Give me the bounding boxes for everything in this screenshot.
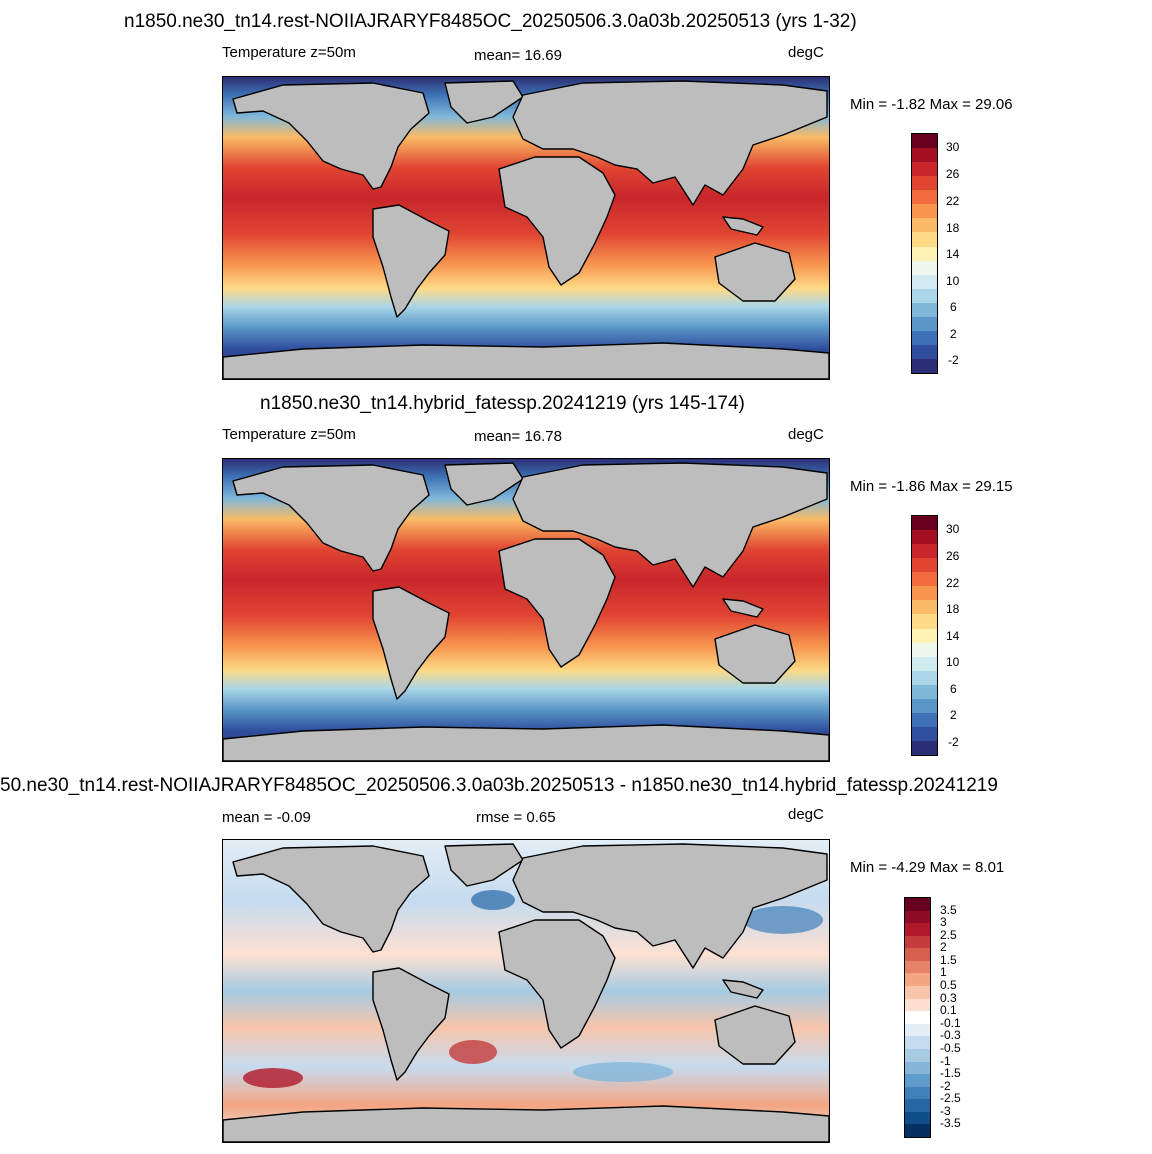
panel-1-colorbar [911, 133, 938, 374]
land-indonesia [722, 598, 764, 618]
land-eurasia [512, 462, 828, 588]
panel-3-tick: -0.1 [940, 1015, 961, 1030]
panel-3-minmax: Min = -4.29 Max = 8.01 [850, 859, 1005, 876]
panel-1-tick: 30 [946, 140, 960, 154]
land-africa [498, 538, 616, 668]
panel-3-tick: -1 [940, 1053, 951, 1068]
land-australia [714, 1005, 796, 1065]
land-north-america [232, 82, 430, 190]
panel-1-tick: 26 [946, 167, 960, 181]
panel-1-minmax: Min = -1.82 Max = 29.06 [850, 96, 1013, 113]
panel-3-tick: 1 [940, 965, 947, 980]
panel-2-map [222, 458, 830, 762]
panel-1-map [222, 76, 830, 380]
panel-2-mean-label: mean= 16.78 [474, 428, 562, 445]
panel-2-tick: 10 [946, 655, 960, 669]
panel-1-tick: 2 [950, 327, 957, 341]
land-greenland [444, 80, 524, 124]
land-south-america [372, 586, 450, 700]
panel-2-variable-label: Temperature z=50m [222, 426, 356, 443]
land-indonesia [722, 979, 764, 999]
panel-1-mean-label: mean= 16.69 [474, 47, 562, 64]
panel-3-tick: 2.5 [940, 927, 957, 942]
panel-3-tick: 0.3 [940, 990, 957, 1005]
panel-3-map-svg [223, 840, 829, 1142]
panel-3-tick: -1.5 [940, 1066, 961, 1081]
panel-1-title: n1850.ne30_tn14.rest-NOIIAJRARYF8485OC_2… [124, 11, 857, 32]
panel-2-title: n1850.ne30_tn14.hybrid_fatessp.20241219 … [260, 393, 745, 414]
land-greenland [444, 843, 524, 887]
panel-1-tick: 6 [950, 300, 957, 314]
panel-3-title: 50.ne30_tn14.rest-NOIIAJRARYF8485OC_2025… [0, 775, 998, 796]
panel-1-map-svg [223, 77, 829, 379]
panel-2-tick: 30 [946, 522, 960, 536]
panel-1-tick: -2 [948, 353, 959, 367]
land-antarctica [223, 1105, 829, 1142]
panel-3-colorbar [904, 897, 931, 1138]
panel-2-tick: 26 [946, 549, 960, 563]
panel-3-mean-label: mean = -0.09 [222, 809, 311, 826]
land-antarctica [223, 342, 829, 379]
panel-3-tick: -2 [940, 1078, 951, 1093]
land-greenland [444, 462, 524, 506]
panel-3-tick: -3 [940, 1103, 951, 1118]
panel-2-tick: 22 [946, 576, 960, 590]
panel-2-map-svg [223, 459, 829, 761]
land-eurasia [512, 843, 828, 969]
land-australia [714, 624, 796, 684]
panel-3-tick: -0.5 [940, 1040, 961, 1055]
panel-3-units-label: degC [788, 806, 824, 823]
panel-1-tick: 22 [946, 194, 960, 208]
panel-3-tick: 0.1 [940, 1003, 957, 1018]
panel-3-tick: 3 [940, 915, 947, 930]
land-north-america [232, 845, 430, 953]
panel-3-map [222, 839, 830, 1143]
panel-1-units-label: degC [788, 44, 824, 61]
panel-2-tick: 2 [950, 708, 957, 722]
panel-3-tick: 2 [940, 940, 947, 955]
panel-3-tick: 3.5 [940, 902, 957, 917]
panel-2-tick: 6 [950, 682, 957, 696]
panel-2-tick: -2 [948, 735, 959, 749]
land-africa [498, 156, 616, 286]
panel-1-tick: 18 [946, 221, 960, 235]
land-africa [498, 919, 616, 1049]
land-south-america [372, 204, 450, 318]
panel-3-tick: -0.3 [940, 1028, 961, 1043]
panel-3-tick: 0.5 [940, 978, 957, 993]
land-south-america [372, 967, 450, 1081]
panel-3-tick: -3.5 [940, 1116, 961, 1131]
panel-1-tick: 10 [946, 274, 960, 288]
land-antarctica [223, 724, 829, 761]
panel-2-tick: 14 [946, 629, 960, 643]
land-indonesia [722, 216, 764, 236]
land-north-america [232, 464, 430, 572]
panel-3-tick: 1.5 [940, 952, 957, 967]
panel-2-units-label: degC [788, 426, 824, 443]
panel-2-colorbar [911, 515, 938, 756]
panel-2-tick: 18 [946, 602, 960, 616]
panel-3-rmse-label: rmse = 0.65 [476, 809, 556, 826]
land-eurasia [512, 80, 828, 206]
land-australia [714, 242, 796, 302]
panel-1-tick: 14 [946, 247, 960, 261]
panel-3-tick: -2.5 [940, 1091, 961, 1106]
panel-2-minmax: Min = -1.86 Max = 29.15 [850, 478, 1013, 495]
panel-1-variable-label: Temperature z=50m [222, 44, 356, 61]
